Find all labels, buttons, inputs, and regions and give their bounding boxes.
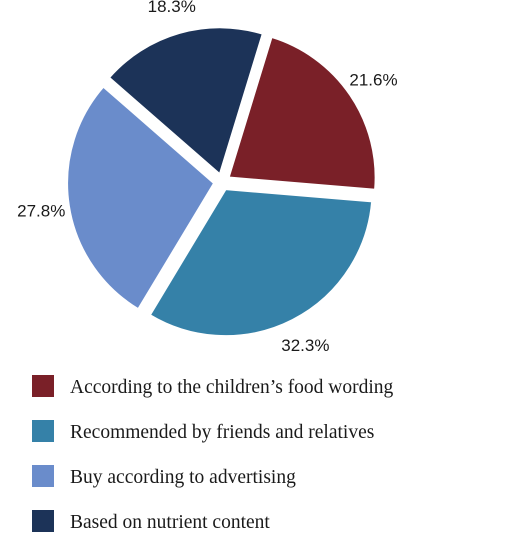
pie-value-label-based-on-nutrient: 18.3% — [148, 0, 196, 16]
pie-slice-according-to-wording — [227, 35, 377, 191]
legend-swatch-according-to-wording — [32, 375, 54, 397]
legend-item-recommended-by-friends: Recommended by friends and relatives — [32, 420, 374, 443]
legend-label-according-to-wording: According to the children’s food wording — [70, 377, 394, 398]
legend-swatch-based-on-nutrient — [32, 510, 54, 532]
pie-slice-based-on-nutrient — [107, 26, 265, 177]
pie-value-labels: 21.6% 32.3% 27.8% 18.3% — [17, 0, 397, 355]
pie-slice-recommended-by-friends — [148, 188, 374, 338]
legend-item-buy-by-advertising: Buy according to advertising — [32, 465, 296, 488]
pie-slices — [66, 26, 377, 338]
legend-swatch-recommended-by-friends — [32, 420, 54, 442]
pie-value-label-recommended-by-friends: 32.3% — [281, 336, 329, 355]
pie-value-label-according-to-wording: 21.6% — [349, 70, 397, 89]
legend-swatch-buy-by-advertising — [32, 465, 54, 487]
legend-item-according-to-wording: According to the children’s food wording — [32, 375, 394, 398]
legend-item-based-on-nutrient: Based on nutrient content — [32, 510, 270, 533]
legend: According to the children’s food wording… — [32, 375, 394, 533]
legend-label-based-on-nutrient: Based on nutrient content — [70, 512, 270, 533]
legend-label-recommended-by-friends: Recommended by friends and relatives — [70, 422, 374, 443]
pie-value-label-buy-by-advertising: 27.8% — [17, 201, 65, 220]
legend-label-buy-by-advertising: Buy according to advertising — [70, 467, 296, 488]
pie-slice-buy-by-advertising — [66, 85, 216, 311]
